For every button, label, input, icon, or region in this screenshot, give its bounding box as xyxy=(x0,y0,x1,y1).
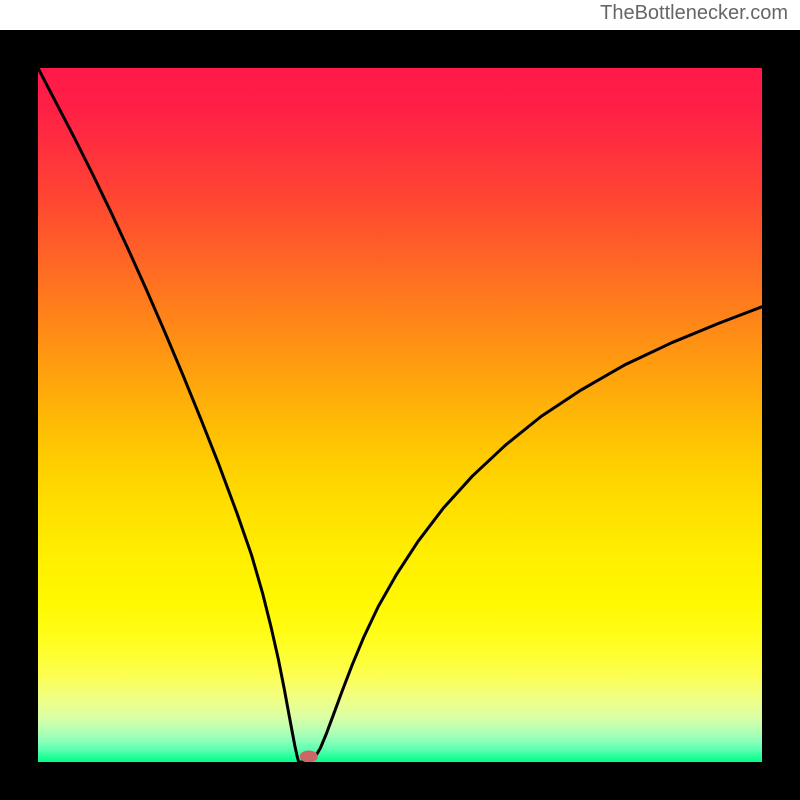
chart-container: TheBottlenecker.com xyxy=(0,0,800,800)
watermark-text: TheBottlenecker.com xyxy=(600,2,788,25)
bottleneck-marker xyxy=(300,750,318,762)
bottleneck-chart xyxy=(0,0,800,800)
plot-area xyxy=(38,68,762,762)
